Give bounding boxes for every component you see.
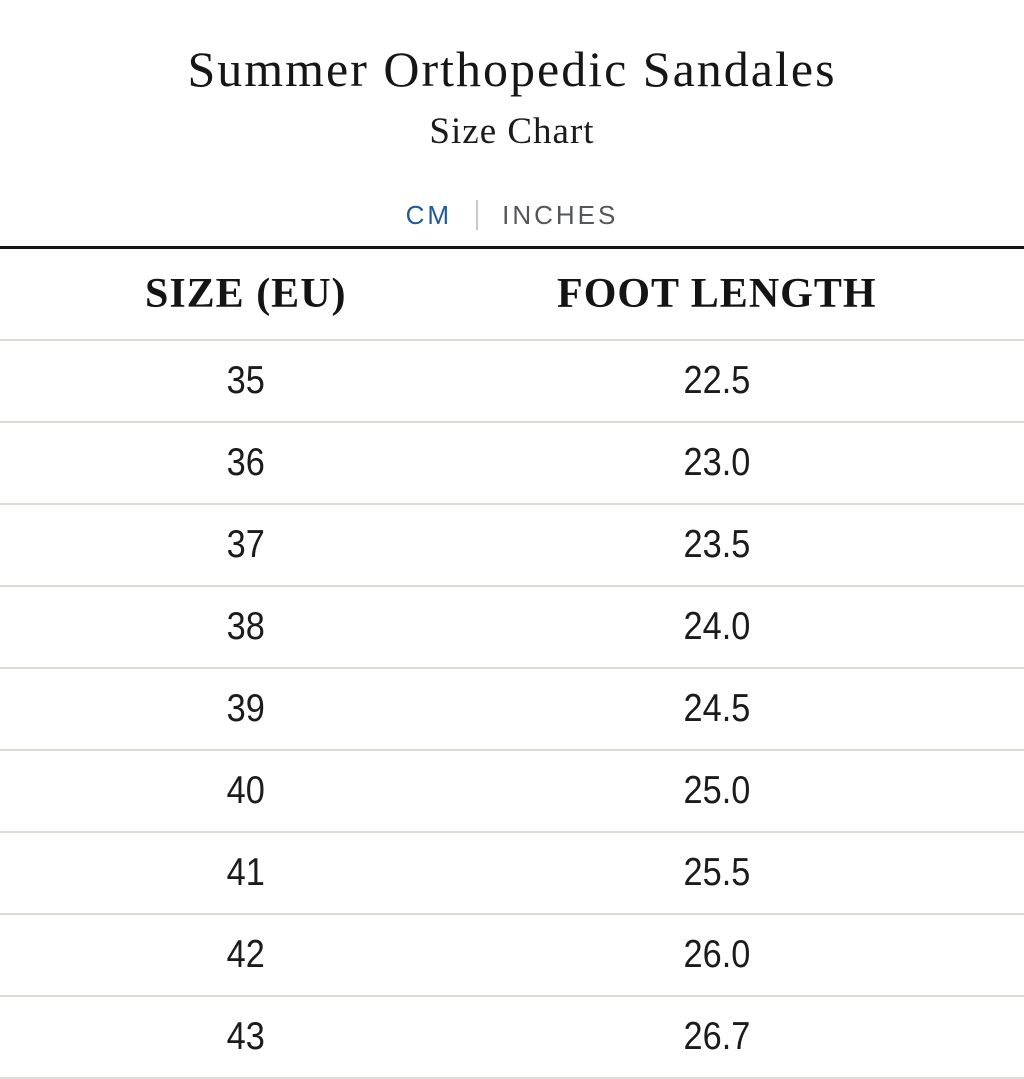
table-cell: 40 xyxy=(0,750,492,833)
column-header-foot-length: FOOT LENGTH xyxy=(491,247,943,341)
table-cell: 24.0 xyxy=(491,586,943,669)
table-header-row: SIZE (EU) FOOT LENGTH xyxy=(0,247,1024,341)
table-cell: 36 xyxy=(0,422,492,505)
table-cell: 39 xyxy=(0,668,492,751)
table-cell: 42 xyxy=(0,914,492,997)
unit-option-cm[interactable]: CM xyxy=(405,199,453,230)
table-cell: 23.0 xyxy=(491,422,943,505)
table-filler-cell xyxy=(942,832,1024,915)
table-filler-cell xyxy=(942,668,1024,751)
table-row: 43 26.7 xyxy=(0,996,1024,1079)
table-row: 36 23.0 xyxy=(0,422,1024,505)
unit-toggle-divider xyxy=(476,200,479,230)
table-cell: 26.0 xyxy=(491,914,943,997)
table-filler-cell xyxy=(942,504,1024,587)
page-subtitle: Size Chart xyxy=(429,111,595,152)
table-filler-cell xyxy=(942,586,1024,669)
table-cell: 25.0 xyxy=(491,750,943,833)
size-table-body: 35 22.5 36 23.0 37 23.5 38 24.0 39 24.5 40 25.0 41 25… xyxy=(0,340,1024,1079)
table-cell: 35 xyxy=(0,340,492,423)
table-row: 35 22.5 xyxy=(0,340,1024,423)
unit-toggle: CM INCHES xyxy=(0,198,1024,232)
table-cell: 38 xyxy=(0,586,492,669)
table-row: 42 26.0 xyxy=(0,914,1024,997)
table-row: 41 25.5 xyxy=(0,832,1024,915)
column-header-size-eu: SIZE (EU) xyxy=(0,247,492,341)
table-cell: 22.5 xyxy=(491,340,943,423)
table-row: 40 25.0 xyxy=(0,750,1024,833)
table-cell: 24.5 xyxy=(491,668,943,751)
table-filler-header xyxy=(942,247,1024,341)
table-cell: 23.5 xyxy=(491,504,943,587)
table-cell: 43 xyxy=(0,996,492,1079)
table-cell: 41 xyxy=(0,832,492,915)
table-cell: 26.7 xyxy=(491,996,943,1079)
table-row: 38 24.0 xyxy=(0,586,1024,669)
table-filler-cell xyxy=(942,996,1024,1079)
table-filler-cell xyxy=(942,914,1024,997)
page-title: Summer Orthopedic Sandales xyxy=(187,41,837,97)
table-cell: 37 xyxy=(0,504,492,587)
table-cell: 25.5 xyxy=(491,832,943,915)
table-row: 37 23.5 xyxy=(0,504,1024,587)
table-row: 39 24.5 xyxy=(0,668,1024,751)
size-table: SIZE (EU) FOOT LENGTH 35 22.5 36 23.0 37 23.5… xyxy=(0,246,1024,1079)
table-filler-cell xyxy=(942,750,1024,833)
table-filler-cell xyxy=(942,340,1024,423)
unit-option-inches[interactable]: INCHES xyxy=(502,199,619,230)
table-filler-cell xyxy=(942,422,1024,505)
